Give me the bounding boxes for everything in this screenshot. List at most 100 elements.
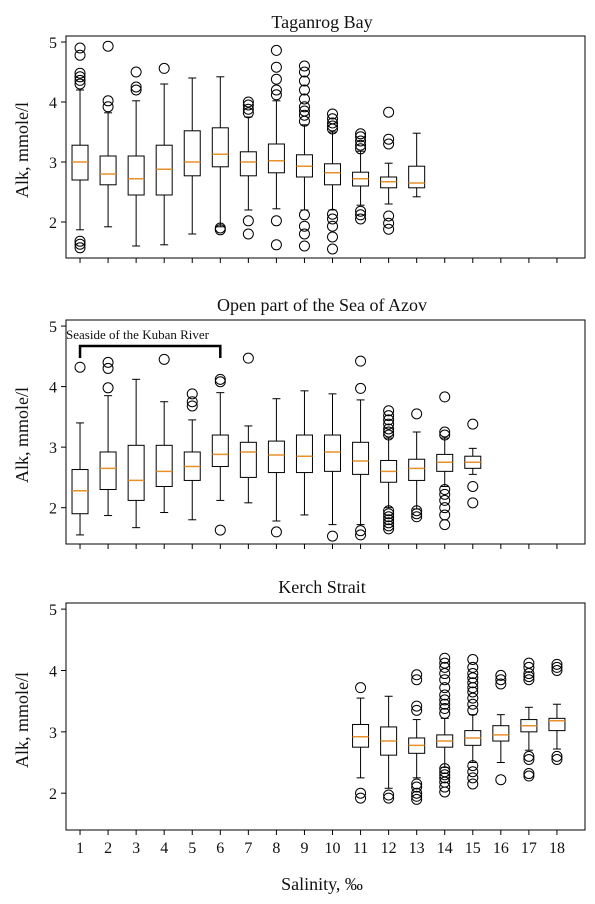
outlier-point [467, 497, 479, 509]
outlier-point [523, 671, 535, 683]
outlier-point [383, 418, 395, 430]
outlier-point [327, 113, 339, 125]
outlier-point [439, 657, 451, 669]
outlier-point [355, 355, 367, 367]
outlier-point [439, 519, 451, 531]
x-tick-label: 13 [409, 840, 425, 857]
outlier-point [327, 213, 339, 225]
x-tick-label: 2 [104, 840, 112, 857]
outlier-point [383, 511, 395, 523]
outlier-point [242, 215, 254, 227]
outlier-point [439, 707, 451, 719]
outlier-point [467, 677, 479, 689]
x-tick-label: 15 [465, 840, 481, 857]
outlier-point [214, 373, 226, 385]
box-plot-item [492, 669, 510, 786]
y-axis-label: Alk, mmole/l [12, 672, 32, 768]
outlier-point [439, 694, 451, 706]
x-tick-label: 16 [493, 840, 509, 857]
box-plot-item [183, 77, 201, 235]
outlier-point [383, 414, 395, 426]
y-tick-label: 3 [49, 155, 57, 172]
outlier-point [467, 698, 479, 710]
outlier-point [270, 239, 282, 251]
box-plot-item [211, 373, 229, 536]
outlier-point [214, 524, 226, 536]
box-plot-item [295, 390, 313, 516]
x-tick-label: 12 [381, 840, 397, 857]
outlier-point [523, 657, 535, 669]
outlier-point [186, 396, 198, 408]
outlier-point [298, 209, 310, 221]
outlier-point [383, 789, 395, 801]
box-plot-item [352, 128, 370, 225]
outlier-point [551, 753, 563, 765]
outlier-point [130, 84, 142, 96]
box-plot-item [71, 42, 89, 254]
x-tick-label: 11 [353, 840, 368, 857]
y-axis-label: Alk, mmole/l [12, 387, 32, 483]
annotation-label: Seaside of the Kuban River [66, 327, 210, 342]
panel-taganrog-bay: Taganrog Bay Alk, mmole/l 2 3 4 5 [12, 12, 586, 263]
outlier-point [102, 95, 114, 107]
outlier-point [551, 750, 563, 762]
box-iqr [71, 469, 89, 515]
outlier-point [74, 238, 86, 250]
y-tick-label: 5 [49, 602, 57, 619]
outlier-point [355, 529, 367, 541]
outlier-point [411, 787, 423, 799]
outlier-point [383, 429, 395, 441]
outlier-point [383, 405, 395, 417]
box-iqr [239, 441, 257, 478]
outlier-point [467, 668, 479, 680]
outlier-point [523, 661, 535, 673]
outlier-point [467, 480, 479, 492]
box-iqr [183, 130, 201, 177]
outlier-point [439, 763, 451, 775]
box-plot-item [267, 398, 285, 538]
outlier-point [355, 139, 367, 151]
x-tick-label: 14 [437, 840, 453, 857]
outlier-point [242, 107, 254, 119]
outlier-point [467, 653, 479, 665]
outlier-point [102, 40, 114, 52]
box-plot-item [99, 356, 117, 517]
x-tick-label: 9 [300, 840, 308, 857]
box-plot-item [520, 657, 538, 782]
box-plot-item [464, 653, 482, 790]
x-tick-label: 10 [325, 840, 341, 857]
box-iqr [352, 723, 370, 748]
outlier-point [383, 217, 395, 229]
outlier-point [439, 494, 451, 506]
outlier-point [411, 408, 423, 420]
outlier-point [439, 674, 451, 686]
x-tick-label: 3 [132, 840, 140, 857]
outlier-point [467, 692, 479, 704]
outlier-point [102, 362, 114, 374]
outlier-point [130, 81, 142, 93]
plot-frame [65, 319, 586, 545]
outlier-point [467, 766, 479, 778]
outlier-point [74, 42, 86, 54]
outlier-point [298, 220, 310, 232]
box-iqr [408, 165, 426, 189]
y-tick-label: 4 [49, 380, 57, 397]
outlier-point [467, 686, 479, 698]
plot-frame [65, 602, 586, 831]
outlier-point [355, 382, 367, 394]
y-tick-label: 2 [49, 786, 57, 803]
outlier-point [270, 44, 282, 56]
x-tick-label: 1 [76, 840, 84, 857]
outlier-point [467, 418, 479, 430]
outlier-point [158, 353, 170, 365]
outlier-point [411, 790, 423, 802]
box-plot-item [99, 40, 117, 228]
outlier-point [298, 240, 310, 252]
outlier-point [242, 228, 254, 240]
outlier-point [327, 108, 339, 120]
box-plot-item [155, 353, 173, 514]
box-plot-item [352, 682, 370, 804]
outlier-point [270, 89, 282, 101]
outlier-point [523, 770, 535, 782]
